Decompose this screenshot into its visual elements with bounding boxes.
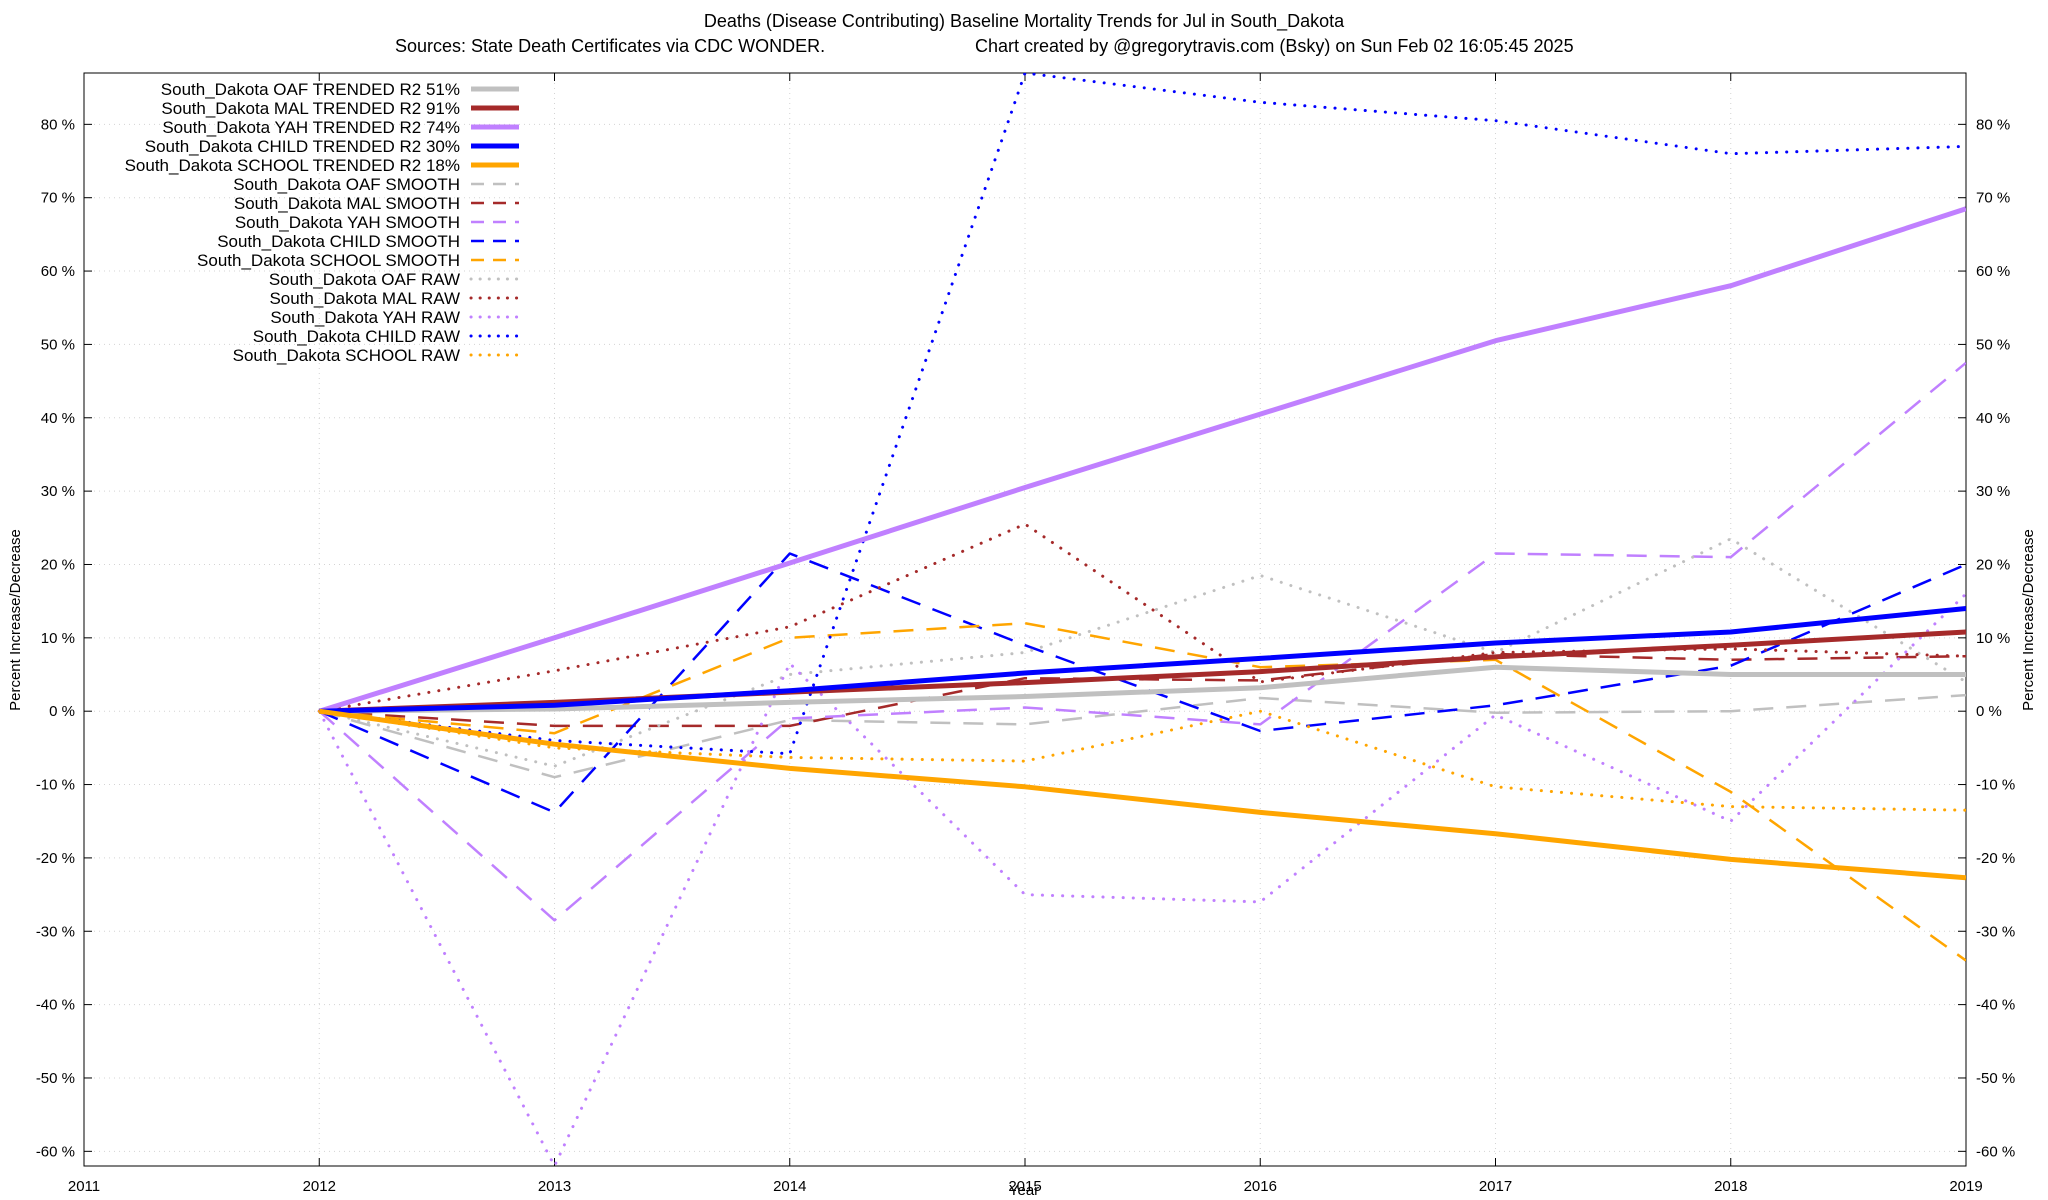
legend-label: South_Dakota OAF RAW bbox=[269, 270, 460, 289]
series-line-south-dakota-oaf-smooth bbox=[318, 693, 1966, 779]
series-line-south-dakota-mal-raw bbox=[317, 522, 1966, 713]
y-tick-label: 60 % bbox=[41, 263, 75, 280]
ticks: 2011 2012 2013 2014 2015 2016 2017 2018 2019 -60 … bbox=[36, 73, 2015, 1195]
y2-axis-label: Percent Increase/Decrease bbox=[2020, 529, 2037, 711]
y-axis-label: Percent Increase/Decrease bbox=[7, 529, 24, 711]
y-tick-label: -50 % bbox=[36, 1070, 75, 1087]
x-tick-label: 2019 bbox=[1949, 1178, 1982, 1195]
series-line-south-dakota-school-smooth bbox=[319, 621, 1966, 962]
chart-title: Deaths (Disease Contributing) Baseline M… bbox=[704, 11, 1345, 32]
x-tick-label: 2012 bbox=[303, 1178, 336, 1195]
y2-tick-label: 50 % bbox=[1976, 336, 2010, 353]
y2-tick-label: 40 % bbox=[1976, 410, 2010, 427]
series-line-south-dakota-child-raw bbox=[317, 73, 1966, 756]
legend-label: South_Dakota CHILD RAW bbox=[253, 327, 460, 346]
y-tick-label: 50 % bbox=[41, 336, 75, 353]
y2-tick-label: -60 % bbox=[1976, 1143, 2015, 1160]
legend-label: South_Dakota SCHOOL TRENDED R2 18% bbox=[125, 156, 460, 175]
y2-tick-label: 80 % bbox=[1976, 116, 2010, 133]
y-tick-label: -40 % bbox=[36, 997, 75, 1014]
legend-label: South_Dakota YAH SMOOTH bbox=[235, 213, 460, 232]
legend-label: South_Dakota MAL SMOOTH bbox=[234, 194, 460, 213]
y-tick-label: 40 % bbox=[41, 410, 75, 427]
x-tick-label: 2016 bbox=[1244, 1178, 1277, 1195]
legend-label: South_Dakota SCHOOL SMOOTH bbox=[197, 251, 460, 270]
y-tick-label: 30 % bbox=[41, 483, 75, 500]
legend-label: South_Dakota MAL TRENDED R2 91% bbox=[161, 99, 460, 118]
y2-tick-label: -50 % bbox=[1976, 1070, 2015, 1087]
x-tick-label: 2011 bbox=[68, 1178, 100, 1195]
legend-label: South_Dakota OAF SMOOTH bbox=[233, 175, 460, 194]
y2-tick-label: 30 % bbox=[1976, 483, 2010, 500]
y-tick-label: -10 % bbox=[36, 777, 75, 794]
legend: South_Dakota OAF TRENDED R2 51%South_Dak… bbox=[125, 80, 521, 365]
series-line-south-dakota-school-raw bbox=[317, 709, 1966, 812]
series-line-south-dakota-child-trended-r2-30 bbox=[319, 606, 1966, 714]
legend-label: South_Dakota CHILD TRENDED R2 30% bbox=[145, 137, 460, 156]
y2-tick-label: 10 % bbox=[1976, 630, 2010, 647]
y-tick-label: -60 % bbox=[36, 1143, 75, 1160]
y2-tick-label: -40 % bbox=[1976, 997, 2015, 1014]
chart-subtitle-source: Sources: State Death Certificates via CD… bbox=[395, 36, 825, 56]
series-line-south-dakota-school-trended-r2-18 bbox=[318, 708, 1966, 881]
y-tick-label: 20 % bbox=[41, 556, 75, 573]
y2-tick-label: -10 % bbox=[1976, 777, 2015, 794]
y2-tick-label: 20 % bbox=[1976, 556, 2010, 573]
y-tick-label: -20 % bbox=[36, 850, 75, 867]
x-axis-label: Year bbox=[1009, 1182, 1039, 1199]
series-line-south-dakota-oaf-raw bbox=[317, 537, 1966, 768]
y-tick-label: 70 % bbox=[41, 190, 75, 207]
y2-tick-label: 0 % bbox=[1976, 703, 2002, 720]
legend-label: South_Dakota MAL RAW bbox=[269, 289, 460, 308]
legend-label: South_Dakota YAH TRENDED R2 74% bbox=[162, 118, 460, 137]
y2-tick-label: -30 % bbox=[1976, 923, 2015, 940]
series-line-south-dakota-oaf-trended-r2-51 bbox=[319, 664, 1966, 714]
y-tick-label: 10 % bbox=[41, 630, 75, 647]
y-tick-label: -30 % bbox=[36, 923, 75, 940]
x-tick-label: 2018 bbox=[1714, 1178, 1747, 1195]
y2-tick-label: 60 % bbox=[1976, 263, 2010, 280]
y2-tick-label: 70 % bbox=[1976, 190, 2010, 207]
legend-label: South_Dakota CHILD SMOOTH bbox=[217, 232, 460, 251]
series-line-south-dakota-child-smooth bbox=[318, 552, 1966, 814]
x-tick-label: 2015 bbox=[1008, 1178, 1041, 1195]
series-lines bbox=[317, 73, 1966, 1166]
legend-label: South_Dakota YAH RAW bbox=[270, 308, 460, 327]
y2-tick-label: -20 % bbox=[1976, 850, 2015, 867]
x-tick-label: 2014 bbox=[773, 1178, 806, 1195]
series-line-south-dakota-yah-smooth bbox=[318, 361, 1966, 922]
x-tick-label: 2017 bbox=[1479, 1178, 1512, 1195]
legend-label: South_Dakota OAF TRENDED R2 51% bbox=[161, 80, 460, 99]
y-tick-label: 80 % bbox=[41, 116, 75, 133]
series-line-south-dakota-yah-trended-r2-74 bbox=[318, 206, 1966, 714]
series-line-south-dakota-mal-trended-r2-91 bbox=[319, 629, 1966, 714]
series-line-south-dakota-yah-raw bbox=[317, 592, 1966, 1166]
y-tick-label: 0 % bbox=[49, 703, 75, 720]
x-tick-label: 2013 bbox=[538, 1178, 571, 1195]
legend-label: South_Dakota SCHOOL RAW bbox=[233, 346, 460, 365]
chart-subtitle-credit: Chart created by @gregorytravis.com (Bsk… bbox=[975, 36, 1574, 56]
